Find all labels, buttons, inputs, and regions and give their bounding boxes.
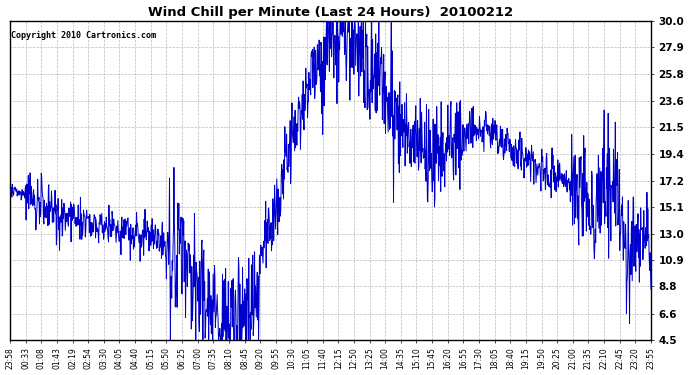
Title: Wind Chill per Minute (Last 24 Hours)  20100212: Wind Chill per Minute (Last 24 Hours) 20… — [148, 6, 513, 18]
Text: Copyright 2010 Cartronics.com: Copyright 2010 Cartronics.com — [11, 31, 157, 40]
